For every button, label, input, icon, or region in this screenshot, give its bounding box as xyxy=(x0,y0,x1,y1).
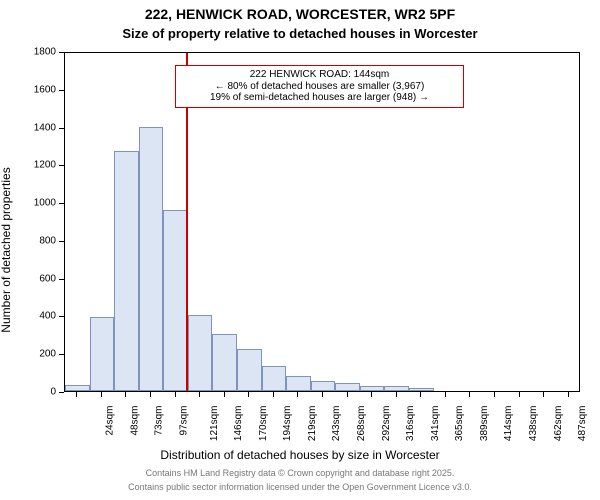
footnote-line1: Contains HM Land Registry data © Crown c… xyxy=(0,468,600,478)
x-tick-mark xyxy=(224,392,225,397)
x-tick-label: 414sqm xyxy=(504,406,515,442)
histogram-bar xyxy=(237,349,262,392)
y-tick-mark xyxy=(59,203,64,204)
y-tick-mark xyxy=(59,279,64,280)
footnote-line2: Contains public sector information licen… xyxy=(0,482,600,492)
x-tick-label: 73sqm xyxy=(154,406,165,436)
y-tick-mark xyxy=(59,316,64,317)
y-tick-label: 1000 xyxy=(24,198,56,209)
annotation-line2: ← 80% of detached houses are smaller (3,… xyxy=(182,81,457,93)
x-tick-label: 389sqm xyxy=(479,406,490,442)
histogram-bar xyxy=(360,386,385,391)
x-tick-label: 170sqm xyxy=(258,406,269,442)
x-tick-mark xyxy=(396,392,397,397)
x-tick-label: 194sqm xyxy=(282,406,293,442)
x-tick-mark xyxy=(125,392,126,397)
chart-title: 222, HENWICK ROAD, WORCESTER, WR2 5PF xyxy=(0,6,600,22)
histogram-bar xyxy=(65,385,90,391)
x-tick-label: 121sqm xyxy=(209,406,220,442)
y-tick-label: 1600 xyxy=(24,84,56,95)
x-tick-mark xyxy=(248,392,249,397)
y-tick-label: 0 xyxy=(24,387,56,398)
annotation-line3: 19% of semi-detached houses are larger (… xyxy=(182,92,457,104)
y-tick-label: 400 xyxy=(24,311,56,322)
y-tick-mark xyxy=(59,165,64,166)
x-tick-label: 97sqm xyxy=(179,406,190,436)
x-tick-mark xyxy=(322,392,323,397)
x-tick-mark xyxy=(420,392,421,397)
y-tick-label: 200 xyxy=(24,349,56,360)
histogram-bar xyxy=(409,388,434,391)
histogram-bar xyxy=(212,334,237,391)
y-tick-mark xyxy=(59,392,64,393)
x-tick-mark xyxy=(543,392,544,397)
x-tick-label: 462sqm xyxy=(553,406,564,442)
x-tick-mark xyxy=(76,392,77,397)
x-tick-mark xyxy=(273,392,274,397)
x-tick-label: 268sqm xyxy=(356,406,367,442)
x-tick-label: 316sqm xyxy=(405,406,416,442)
plot-area: 222 HENWICK ROAD: 144sqm ← 80% of detach… xyxy=(64,52,580,392)
x-tick-label: 24sqm xyxy=(105,406,116,436)
histogram-bar xyxy=(114,151,139,391)
histogram-bar xyxy=(311,381,336,391)
x-tick-label: 438sqm xyxy=(528,406,539,442)
chart-subtitle: Size of property relative to detached ho… xyxy=(0,26,600,41)
histogram-bar xyxy=(335,383,360,391)
histogram-bar xyxy=(163,210,188,391)
x-tick-mark xyxy=(347,392,348,397)
x-tick-mark xyxy=(494,392,495,397)
x-tick-label: 243sqm xyxy=(332,406,343,442)
histogram-bar xyxy=(90,317,115,391)
histogram-bar xyxy=(384,386,409,391)
x-tick-label: 487sqm xyxy=(577,406,588,442)
histogram-bar xyxy=(286,376,311,391)
y-tick-label: 600 xyxy=(24,273,56,284)
x-tick-label: 219sqm xyxy=(307,406,318,442)
y-axis-label: Number of detached properties xyxy=(0,167,13,332)
y-tick-mark xyxy=(59,354,64,355)
y-tick-mark xyxy=(59,241,64,242)
x-tick-label: 146sqm xyxy=(233,406,244,442)
x-tick-mark xyxy=(175,392,176,397)
x-tick-mark xyxy=(199,392,200,397)
x-tick-mark xyxy=(519,392,520,397)
annotation-line1: 222 HENWICK ROAD: 144sqm xyxy=(182,69,457,81)
x-tick-label: 341sqm xyxy=(430,406,441,442)
y-tick-mark xyxy=(59,90,64,91)
y-tick-label: 1400 xyxy=(24,122,56,133)
histogram-chart: 222, HENWICK ROAD, WORCESTER, WR2 5PF Si… xyxy=(0,0,600,500)
histogram-bar xyxy=(139,127,164,391)
y-tick-label: 800 xyxy=(24,235,56,246)
x-tick-mark xyxy=(469,392,470,397)
x-tick-mark xyxy=(568,392,569,397)
x-tick-mark xyxy=(101,392,102,397)
y-tick-mark xyxy=(59,128,64,129)
y-tick-mark xyxy=(59,52,64,53)
y-tick-label: 1800 xyxy=(24,47,56,58)
y-tick-label: 1200 xyxy=(24,160,56,171)
annotation-box: 222 HENWICK ROAD: 144sqm ← 80% of detach… xyxy=(175,65,464,108)
x-tick-mark xyxy=(371,392,372,397)
x-tick-label: 48sqm xyxy=(129,406,140,436)
x-tick-mark xyxy=(297,392,298,397)
x-axis-label: Distribution of detached houses by size … xyxy=(0,448,600,462)
x-tick-label: 365sqm xyxy=(454,406,465,442)
x-tick-mark xyxy=(150,392,151,397)
x-tick-label: 292sqm xyxy=(381,406,392,442)
histogram-bar xyxy=(188,315,213,391)
x-tick-mark xyxy=(445,392,446,397)
histogram-bar xyxy=(262,366,287,391)
